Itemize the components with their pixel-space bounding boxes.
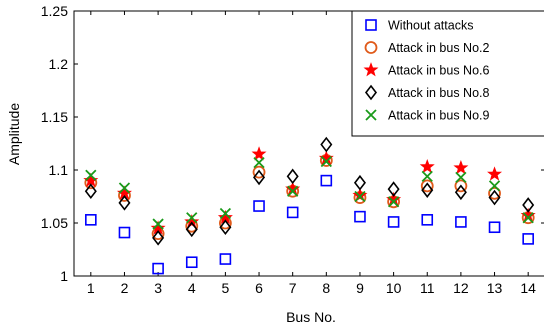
data-point-series-3 <box>419 158 435 174</box>
x-tick-label: 2 <box>121 280 129 296</box>
plot-frame <box>73 10 544 277</box>
data-point-series-5 <box>253 156 265 169</box>
x-tick-label: 10 <box>386 280 402 296</box>
data-point-series-1 <box>488 221 501 234</box>
data-point-series-1 <box>253 200 265 212</box>
data-point-series-4 <box>454 184 467 201</box>
x-tick-label: 3 <box>154 280 162 296</box>
data-point-series-5 <box>85 169 97 181</box>
data-point-series-1 <box>118 226 131 239</box>
x-tick-label: 5 <box>221 280 229 296</box>
data-point-series-1 <box>354 210 366 223</box>
data-point-series-5 <box>488 180 501 192</box>
data-point-series-5 <box>152 218 164 230</box>
y-tick-label: 1.2 <box>49 56 69 72</box>
data-point-series-5 <box>387 196 400 208</box>
legend-box <box>351 10 544 137</box>
legend-marker-3 <box>363 62 379 77</box>
data-point-series-4 <box>152 230 165 246</box>
data-point-series-5 <box>320 155 332 168</box>
legend-marker-5 <box>365 109 377 121</box>
y-tick-label: 1.15 <box>41 109 68 125</box>
legend-marker-1 <box>365 19 377 31</box>
legend-label-4: Attack in bus No.8 <box>388 86 489 100</box>
data-point-series-1 <box>152 262 164 275</box>
x-tick-label: 6 <box>255 280 263 296</box>
data-point-series-4 <box>353 174 366 191</box>
data-point-series-2 <box>252 165 266 179</box>
x-tick-label: 11 <box>420 280 435 296</box>
legend-label-3: Attack in bus No.6 <box>388 64 489 78</box>
data-point-series-3 <box>453 160 469 175</box>
data-point-series-4 <box>320 136 333 153</box>
data-point-series-3 <box>352 187 368 202</box>
legend-marker-4 <box>364 84 378 101</box>
data-point-series-5 <box>421 170 433 182</box>
legend-label-1: Without attacks <box>388 19 473 33</box>
x-tick-label: 1 <box>87 280 95 296</box>
data-point-series-4 <box>84 183 97 200</box>
data-point-series-3 <box>184 214 200 229</box>
data-point-series-2 <box>420 179 434 193</box>
data-point-series-4 <box>118 195 131 211</box>
data-point-series-5 <box>118 182 131 194</box>
data-point-series-5 <box>186 212 198 224</box>
x-tick-label: 9 <box>356 280 364 296</box>
x-tick-label: 14 <box>520 280 536 296</box>
x-tick-label: 4 <box>188 280 196 296</box>
data-point-series-5 <box>219 207 232 220</box>
x-axis-label: Bus No. <box>286 309 336 325</box>
data-point-series-1 <box>387 216 400 228</box>
data-point-series-1 <box>421 214 434 226</box>
y-axis-label: Amplitude <box>6 103 22 165</box>
y-tick-label: 1.05 <box>41 215 68 231</box>
x-tick-label: 12 <box>453 280 469 296</box>
y-tick-label: 1.25 <box>41 3 68 19</box>
data-point-series-1 <box>320 174 333 187</box>
data-point-series-5 <box>455 171 467 184</box>
data-point-series-5 <box>354 190 366 203</box>
y-tick-label: 1 <box>60 268 68 284</box>
x-tick-label: 7 <box>289 280 297 296</box>
data-point-series-4 <box>185 221 198 238</box>
axes: 11.051.11.151.21.251 2 3 4 5 6 7 8 9 10 11 12 13 14 <box>41 3 544 296</box>
data-point-series-5 <box>287 185 299 197</box>
data-point-series-1 <box>219 253 232 265</box>
data-point-series-4 <box>421 182 434 198</box>
data-point-series-4 <box>219 219 232 236</box>
x-tick-label: 13 <box>487 280 503 296</box>
legend-marker-2 <box>364 41 378 54</box>
data-point-series-4 <box>387 181 400 197</box>
data-point-series-4 <box>488 189 501 206</box>
data-point-series-1 <box>286 206 299 219</box>
data-marks <box>83 136 536 275</box>
data-point-series-2 <box>488 186 501 200</box>
y-tick-label: 1.1 <box>49 162 69 178</box>
data-point-series-4 <box>522 197 535 213</box>
data-point-series-1 <box>455 216 467 228</box>
legend: Without attacks Attack in bus No.2 Attack … <box>351 10 544 137</box>
x-tick-label: 8 <box>322 280 330 296</box>
legend-label-2: Attack in bus No.2 <box>388 41 489 55</box>
legend-label-5: Attack in bus No.9 <box>388 109 489 123</box>
data-point-series-2 <box>454 179 468 193</box>
data-point-series-4 <box>253 169 266 186</box>
data-point-series-1 <box>522 233 534 245</box>
data-point-series-1 <box>85 214 97 226</box>
data-point-series-5 <box>522 212 534 224</box>
data-point-series-1 <box>185 256 198 269</box>
data-point-series-3 <box>487 166 503 181</box>
data-point-series-4 <box>286 168 299 185</box>
data-point-series-3 <box>251 146 267 161</box>
